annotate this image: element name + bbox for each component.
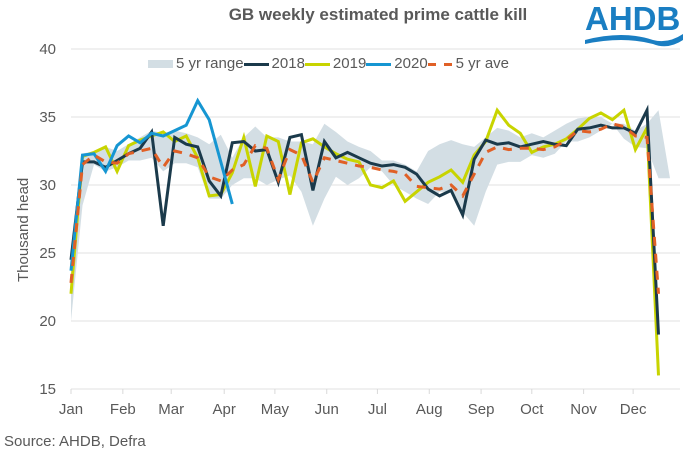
y-tick-label: 20	[39, 313, 56, 330]
legend-label-2018: 2018	[271, 55, 305, 72]
legend-label-2020: 2020	[394, 55, 428, 72]
y-tick-label: 25	[39, 245, 56, 262]
ahdb-logo: AHDB	[585, 0, 683, 47]
y-tick-label: 30	[39, 177, 56, 194]
legend-item-2019: 2019	[304, 55, 367, 73]
x-tick-label: Mar	[158, 401, 184, 418]
x-tick-label: Dec	[620, 401, 647, 418]
y-tick-label: 35	[39, 109, 56, 126]
x-tick-label: Sep	[468, 401, 495, 418]
x-tick-label: Jan	[59, 401, 83, 418]
x-tick-label: Aug	[416, 401, 443, 418]
chart-title-text: GB weekly estimated prime cattle kill	[228, 5, 528, 24]
series-2019-line	[69, 107, 660, 376]
y-tick-label: 15	[39, 381, 56, 398]
legend-item-ave: 5 yr ave	[427, 55, 510, 73]
x-tick-label: Jun	[315, 401, 339, 418]
x-tick-label: Oct	[520, 401, 544, 418]
series-5yr-ave-line	[69, 122, 660, 294]
source-note: Source: AHDB, Defra	[4, 433, 146, 450]
x-tick-label: Feb	[110, 401, 136, 418]
legend-item-2020: 2020	[366, 55, 428, 73]
legend-swatch-ave	[427, 62, 453, 66]
chart-title: GB weekly estimated prime cattle kill	[0, 5, 690, 25]
x-tick-label: Nov	[570, 401, 597, 418]
legend-swatch-2018	[243, 62, 269, 66]
logo-text: AHDB	[585, 0, 680, 37]
x-tick-label: Jul	[368, 401, 387, 418]
y-tick-label: 40	[39, 41, 56, 58]
series-2020-line	[69, 97, 234, 271]
logo-wave-icon	[585, 34, 683, 47]
legend-swatch-2020	[366, 62, 392, 66]
x-tick-label: Apr	[213, 401, 236, 418]
legend-item-2018: 2018	[243, 55, 305, 73]
legend-swatch-2019	[304, 62, 330, 66]
chart-legend: 5 yr range 2018 2019 2020 5 yr ave	[148, 55, 509, 73]
legend-label-2019: 2019	[332, 55, 367, 72]
x-tick-label: May	[261, 401, 290, 418]
legend-item-range: 5 yr range	[148, 55, 244, 73]
legend-label-range: 5 yr range	[176, 55, 244, 72]
legend-label-ave: 5 yr ave	[455, 55, 510, 72]
legend-swatch-range	[148, 60, 173, 68]
